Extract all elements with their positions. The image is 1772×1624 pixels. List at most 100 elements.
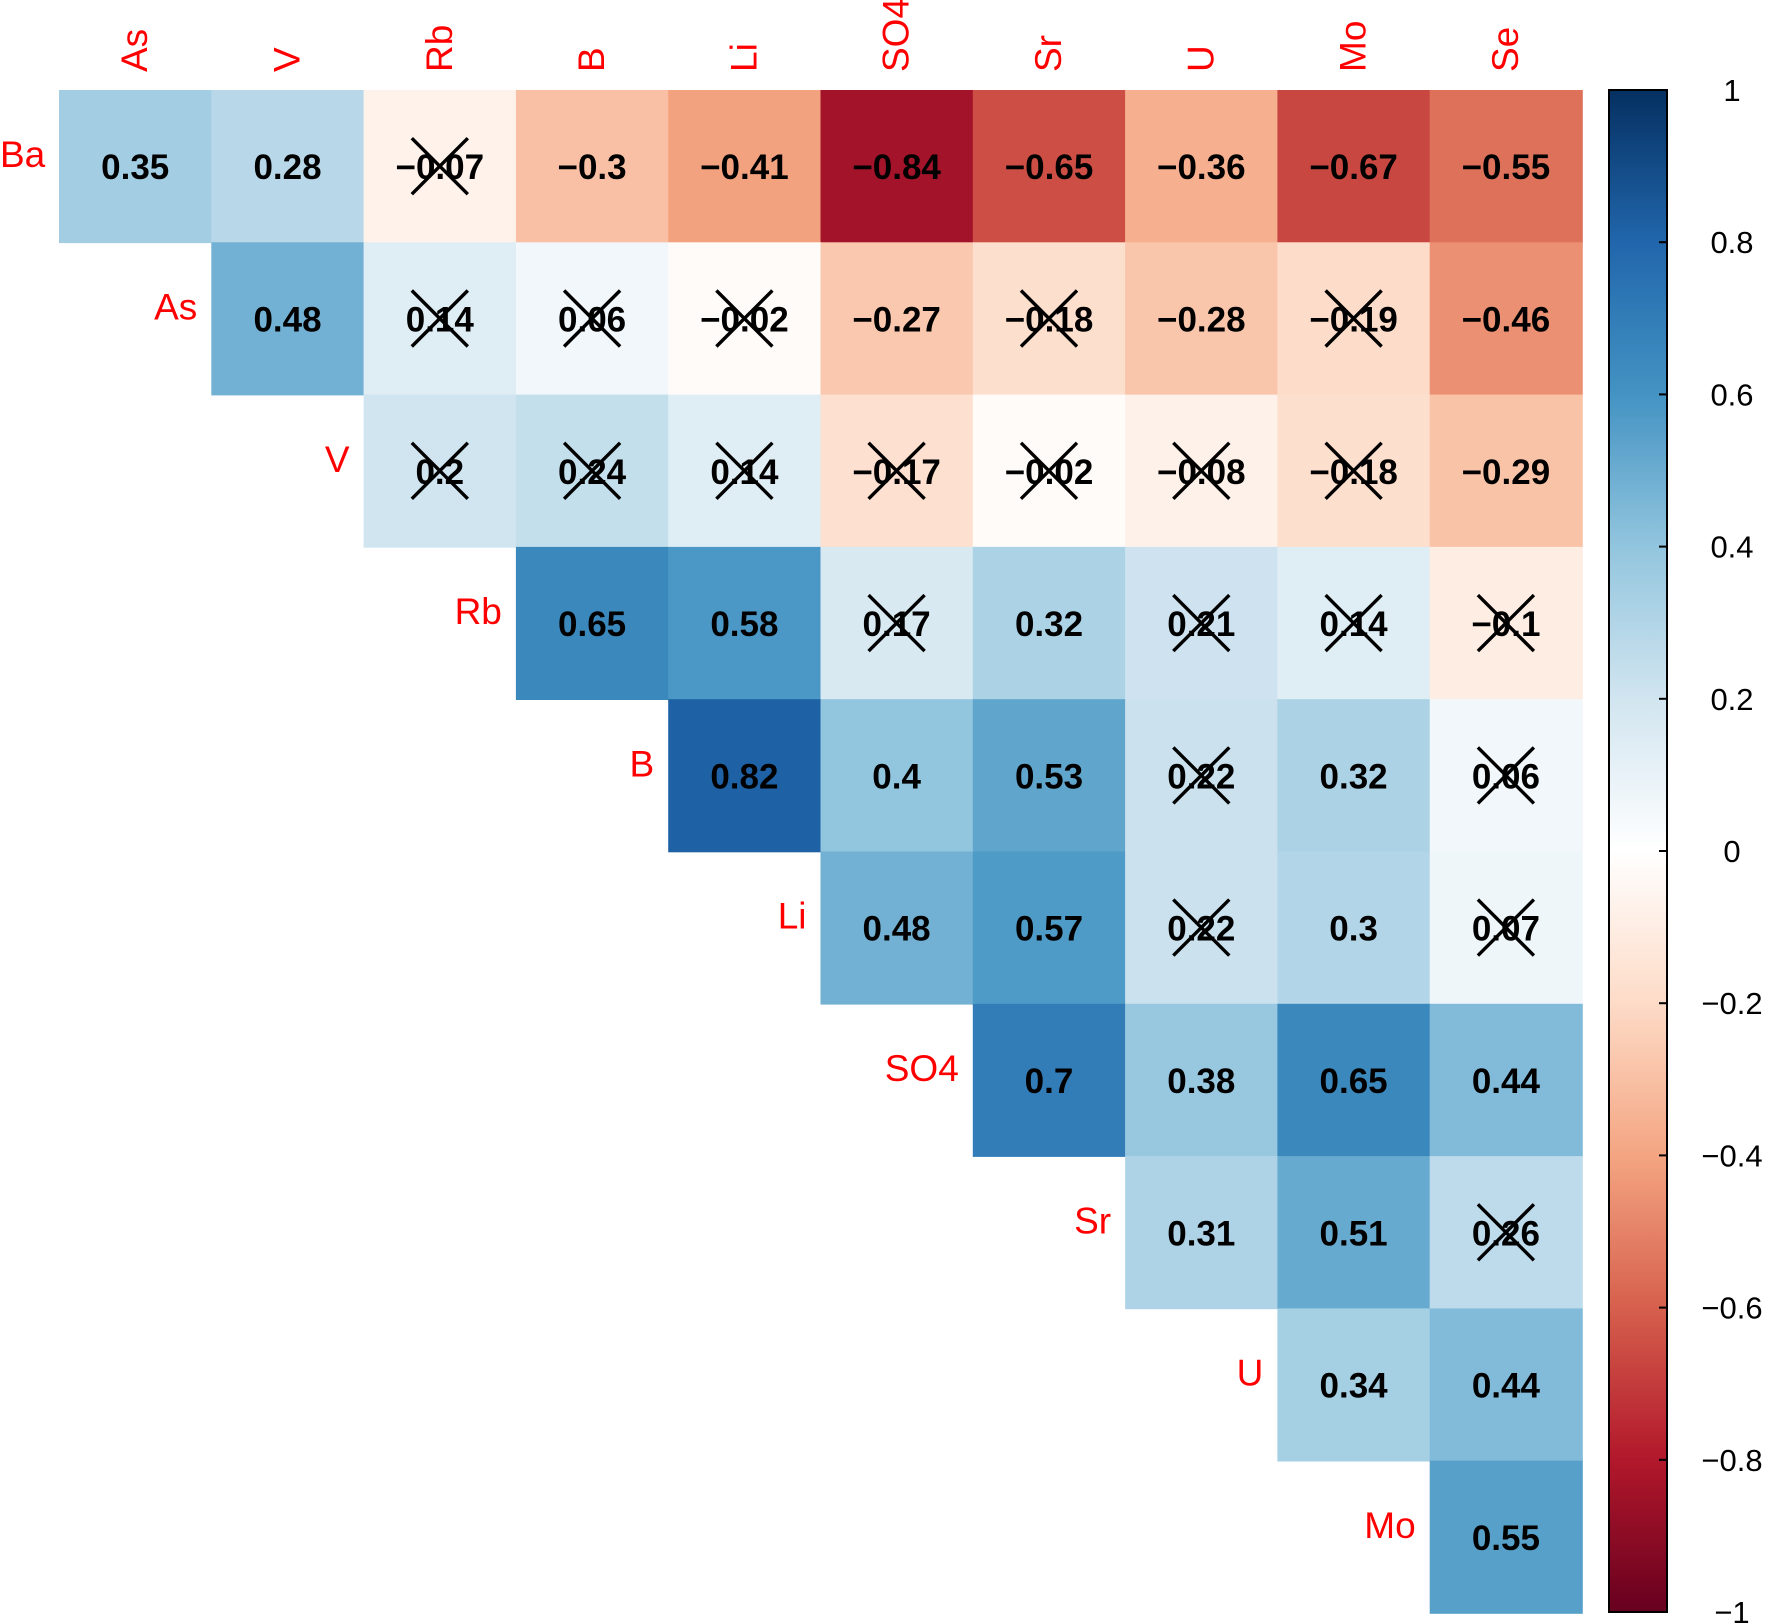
row-label-rb: Rb: [455, 591, 502, 632]
cross-mark-line: [410, 289, 470, 348]
cell-value-label: 0.32: [1015, 605, 1083, 644]
cell-value-label: −0.29: [1462, 453, 1551, 492]
cross-mark-line: [1172, 441, 1231, 501]
colorbar-tick-label: −0.4: [1701, 1138, 1762, 1173]
cell-value-label: 0.51: [1320, 1214, 1388, 1253]
cross-mark-line: [1172, 746, 1231, 805]
cross-mark-line: [1324, 289, 1383, 348]
heatmap-cell-sr-mo: [1277, 1156, 1431, 1310]
cell-value-label: 0.7: [1025, 1062, 1074, 1101]
cell-value-label: 0.57: [1015, 910, 1083, 949]
heatmap-cell-ba-as: [59, 90, 213, 244]
column-label-mo: Mo: [1333, 21, 1374, 72]
column-label-rb: Rb: [419, 25, 460, 72]
heatmap-cell-so4-mo: [1277, 1003, 1431, 1157]
cross-mark-line: [1324, 441, 1383, 501]
cell-value-label: 0.3: [1329, 910, 1378, 949]
cell-value-label: 0.34: [1320, 1367, 1389, 1406]
heatmap-cell-ba-b: [515, 90, 669, 244]
cross-mark-line: [1172, 593, 1231, 653]
cell-value-label: 0.4: [872, 757, 921, 796]
heatmap-cells: [59, 90, 1583, 1614]
cell-value-label: −0.36: [1157, 148, 1246, 187]
column-label-v: V: [267, 47, 308, 72]
row-label-sr: Sr: [1074, 1200, 1111, 1241]
heatmap-cell-as-so4: [820, 242, 974, 396]
row-label-v: V: [325, 439, 350, 480]
cell-value-label: 0.38: [1167, 1062, 1235, 1101]
cell-value-label: −0.55: [1462, 148, 1551, 187]
row-label-b: B: [630, 743, 655, 784]
cross-mark-line: [1476, 1203, 1536, 1262]
cell-value-label: 0.44: [1472, 1062, 1541, 1101]
heatmap-cell-u-mo: [1277, 1308, 1431, 1462]
column-labels: As V Rb B Li SO4 Sr U Mo Se: [114, 0, 1526, 72]
cell-value-label: 0.32: [1320, 757, 1388, 796]
cross-mark-line: [1172, 898, 1231, 957]
cell-value-label: 0.58: [710, 605, 778, 644]
cell-value-label: −0.46: [1462, 301, 1551, 340]
colorbar-tick-label: 0.4: [1710, 530, 1753, 565]
cross-mark-line: [1019, 441, 1079, 501]
cell-values: 0.350.28−0.07−0.3−0.41−0.84−0.65−0.36−0.…: [101, 148, 1550, 1558]
colorbar: 1 0.8 0.6 0.4 0.2 0 −0.2 −0.4 −0.6 −0.8 −1: [1608, 73, 1763, 1624]
cell-value-label: 0.55: [1472, 1519, 1540, 1558]
cross-mark-line: [1476, 898, 1536, 957]
colorbar-tick-label: 0.2: [1710, 682, 1753, 717]
heatmap-cell-as-u: [1125, 242, 1279, 396]
cross-mark-line: [867, 593, 926, 653]
colorbar-tick-label: −0.2: [1701, 986, 1762, 1021]
cell-value-label: 0.53: [1015, 757, 1083, 796]
column-label-li: Li: [723, 43, 764, 72]
heatmap-cell-as-se: [1429, 242, 1583, 396]
cell-value-label: −0.28: [1157, 301, 1246, 340]
row-labels: Ba As V Rb B Li SO4 Sr U Mo: [0, 134, 1416, 1546]
cross-mark-line: [867, 441, 926, 501]
cross-mark-line: [410, 441, 470, 501]
heatmap-cell-rb-li: [668, 546, 822, 700]
heatmap-cell-ba-se: [1429, 90, 1583, 244]
heatmap-cell-ba-v: [211, 90, 365, 244]
colorbar-tick-label: 0.6: [1710, 377, 1753, 412]
heatmap-cell-v-se: [1429, 394, 1583, 548]
colorbar-tick-label: 1: [1723, 73, 1740, 108]
heatmap-cell-b-li: [668, 699, 822, 853]
heatmap-cell-sr-u: [1125, 1156, 1279, 1310]
column-label-b: B: [571, 47, 612, 72]
cross-mark-line: [410, 136, 470, 196]
colorbar-tick-label: −1: [1714, 1595, 1749, 1624]
colorbar-tick-label: 0: [1723, 834, 1740, 869]
heatmap-cell-mo-se: [1429, 1460, 1583, 1614]
cross-mark-line: [1476, 746, 1536, 805]
colorbar-tick-label: −0.6: [1701, 1291, 1762, 1326]
heatmap-cell-rb-b: [515, 546, 669, 700]
cell-value-label: −0.65: [1005, 148, 1094, 187]
row-label-so4: SO4: [885, 1048, 959, 1089]
column-label-sr: Sr: [1028, 35, 1069, 72]
heatmap-cell-so4-sr: [972, 1003, 1126, 1157]
column-label-as: As: [114, 29, 155, 72]
heatmap-cell-ba-sr: [972, 90, 1126, 244]
cell-value-label: 0.35: [101, 148, 169, 187]
colorbar-tick-label: 0.8: [1710, 225, 1753, 260]
column-label-so4: SO4: [876, 0, 917, 72]
cross-mark-line: [562, 441, 622, 501]
heatmap-cell-rb-sr: [972, 546, 1126, 700]
cross-mark-line: [715, 289, 774, 348]
heatmap-cell-b-so4: [820, 699, 974, 853]
cell-value-label: −0.84: [852, 148, 941, 187]
heatmap-cell-u-se: [1429, 1308, 1583, 1462]
heatmap-cell-b-mo: [1277, 699, 1431, 853]
cross-mark-line: [1019, 289, 1079, 348]
heatmap-cell-so4-u: [1125, 1003, 1279, 1157]
cell-value-label: −0.67: [1309, 148, 1398, 187]
heatmap-cell-ba-u: [1125, 90, 1279, 244]
row-label-u: U: [1237, 1353, 1264, 1394]
cell-value-label: 0.48: [253, 301, 321, 340]
colorbar-gradient: [1609, 90, 1667, 1612]
heatmap-cell-b-sr: [972, 699, 1126, 853]
column-label-u: U: [1180, 45, 1221, 72]
cross-mark-line: [715, 441, 774, 501]
